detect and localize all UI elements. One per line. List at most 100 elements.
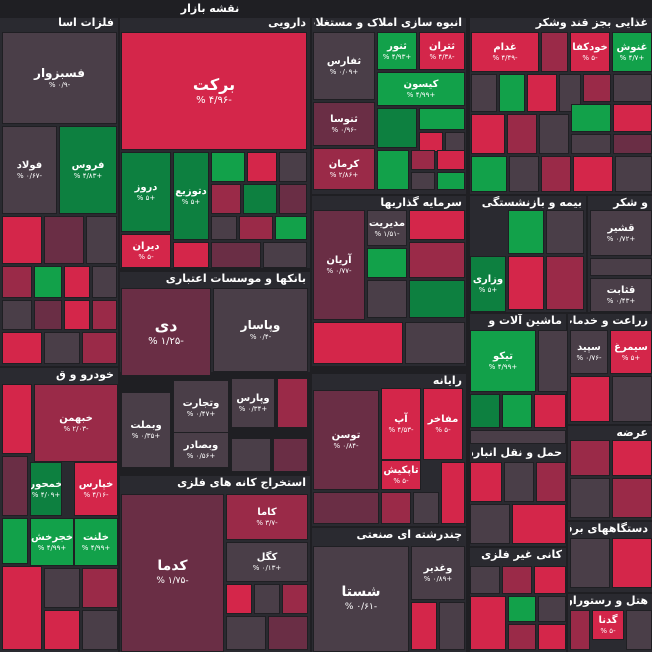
stock-tile-small[interactable] <box>377 108 417 148</box>
stock-tile[interactable]: وپارس +۰/۳۴ % <box>231 378 275 428</box>
stock-tile-small[interactable] <box>411 602 437 650</box>
stock-tile-small[interactable] <box>247 152 277 182</box>
stock-tile-small[interactable] <box>437 150 465 170</box>
stock-tile-small[interactable] <box>82 568 118 608</box>
stock-tile-small[interactable] <box>470 504 510 544</box>
stock-tile[interactable]: وپاسار -۰/۴ % <box>213 288 308 372</box>
stock-tile-small[interactable] <box>275 216 307 240</box>
stock-tile-small[interactable] <box>499 74 525 112</box>
stock-tile-small[interactable] <box>508 624 536 650</box>
stock-tile-small[interactable] <box>44 332 80 364</box>
stock-tile-small[interactable] <box>508 256 544 310</box>
stock-tile-small[interactable] <box>2 266 32 298</box>
stock-tile-small[interactable] <box>409 242 465 278</box>
stock-tile-small[interactable] <box>470 596 506 650</box>
stock-tile-small[interactable] <box>471 74 497 112</box>
stock-tile-small[interactable] <box>92 300 117 330</box>
stock-tile-small[interactable] <box>527 74 557 112</box>
stock-tile-small[interactable] <box>439 602 465 650</box>
stock-tile[interactable]: خمحور +۴/۰۹ % <box>30 462 62 516</box>
stock-tile-small[interactable] <box>2 566 42 650</box>
stock-tile-small[interactable] <box>612 440 652 476</box>
stock-tile[interactable]: دروز +۵ % <box>121 152 171 232</box>
stock-tile-small[interactable] <box>612 538 652 588</box>
stock-tile[interactable]: فسبزوار -۰/۹ % <box>2 32 117 124</box>
stock-tile-small[interactable] <box>377 150 409 190</box>
stock-tile-small[interactable] <box>279 152 307 182</box>
stock-tile-small[interactable] <box>583 74 611 102</box>
stock-tile-small[interactable] <box>612 478 652 518</box>
stock-tile-small[interactable] <box>211 242 261 268</box>
stock-tile[interactable]: خبهمن -۲/۰۳ % <box>34 384 118 462</box>
stock-tile-small[interactable] <box>534 566 566 594</box>
stock-tile-small[interactable] <box>534 394 566 428</box>
stock-tile-small[interactable] <box>541 32 568 72</box>
stock-tile-small[interactable] <box>411 150 435 170</box>
stock-tile[interactable]: خجرخش +۴/۹۹ % <box>30 518 74 566</box>
stock-tile-small[interactable] <box>613 134 652 154</box>
stock-tile-small[interactable] <box>571 104 611 132</box>
stock-tile-small[interactable] <box>536 462 566 502</box>
stock-tile-small[interactable] <box>211 152 245 182</box>
stock-tile-small[interactable] <box>470 566 500 594</box>
stock-tile-small[interactable] <box>405 322 465 364</box>
stock-tile[interactable]: ثنوسا -۰/۹۶ % <box>313 102 375 146</box>
stock-tile-small[interactable] <box>313 322 403 364</box>
stock-tile-small[interactable] <box>211 184 241 214</box>
stock-tile[interactable]: فروس +۴/۸۳ % <box>59 126 117 214</box>
stock-tile[interactable]: ثتران -۴/۳۸ % <box>419 32 465 70</box>
stock-tile[interactable]: آریان -۰/۷۷ % <box>313 210 365 320</box>
stock-tile-small[interactable] <box>470 462 502 502</box>
stock-tile-small[interactable] <box>64 300 90 330</box>
stock-tile-small[interactable] <box>573 156 613 192</box>
stock-tile-small[interactable] <box>612 376 652 422</box>
stock-tile-small[interactable] <box>254 584 280 614</box>
stock-tile[interactable]: شستا -۰/۶۱ % <box>313 546 409 652</box>
stock-tile-small[interactable] <box>2 384 32 454</box>
stock-tile[interactable]: وبصادر +۰/۵۶ % <box>173 432 229 468</box>
stock-tile-small[interactable] <box>381 492 411 524</box>
stock-tile[interactable]: خودکفا -۵ % <box>570 32 610 72</box>
stock-tile-small[interactable] <box>559 74 581 112</box>
stock-tile[interactable]: آپ -۴/۵۳ % <box>381 388 421 460</box>
stock-tile-small[interactable] <box>570 376 610 422</box>
stock-tile-small[interactable] <box>508 596 536 622</box>
stock-tile-small[interactable] <box>470 394 500 428</box>
stock-tile-small[interactable] <box>44 610 80 650</box>
stock-tile[interactable]: ثفارس +۰/۰۹ % <box>313 32 375 100</box>
stock-tile-small[interactable] <box>445 132 465 152</box>
stock-tile-small[interactable] <box>86 216 117 264</box>
stock-tile[interactable]: سیمرغ +۵ % <box>610 330 652 374</box>
stock-tile-small[interactable] <box>92 266 117 298</box>
stock-tile-small[interactable] <box>471 156 507 192</box>
stock-tile[interactable]: دی -۱/۲۵ % <box>121 288 211 376</box>
stock-tile-small[interactable] <box>413 492 439 524</box>
stock-tile-small[interactable] <box>626 610 652 650</box>
stock-tile-small[interactable] <box>570 478 610 518</box>
stock-tile[interactable]: دتوزیع +۵ % <box>173 152 209 240</box>
stock-tile[interactable]: توسن -۰/۸۴ % <box>313 390 379 490</box>
stock-tile-small[interactable] <box>173 242 209 268</box>
stock-tile-small[interactable] <box>441 462 465 524</box>
stock-tile[interactable]: دیران -۵ % <box>121 234 171 268</box>
stock-tile-small[interactable] <box>570 610 590 650</box>
stock-tile-small[interactable] <box>538 330 568 392</box>
stock-tile-small[interactable] <box>82 610 118 650</box>
stock-tile[interactable]: مدیریت -۱/۵۱ % <box>367 210 407 246</box>
stock-tile-small[interactable] <box>367 248 407 278</box>
stock-tile-small[interactable] <box>231 438 271 472</box>
stock-tile-small[interactable] <box>44 568 80 608</box>
stock-tile-small[interactable] <box>313 492 379 524</box>
stock-tile[interactable]: سپید -۰/۷۶ % <box>570 330 608 374</box>
stock-tile-small[interactable] <box>367 280 407 318</box>
stock-tile-small[interactable] <box>64 266 90 298</box>
stock-tile-small[interactable] <box>2 456 28 516</box>
stock-tile-small[interactable] <box>44 216 84 264</box>
stock-tile-small[interactable] <box>613 74 652 102</box>
stock-tile-small[interactable] <box>570 538 610 588</box>
stock-tile[interactable]: کیسون +۴/۹۹ % <box>377 72 465 106</box>
stock-tile[interactable]: فولاد -۰/۶۷ % <box>2 126 57 214</box>
stock-tile[interactable]: وغدیر +۰/۸۹ % <box>411 546 465 600</box>
stock-tile-small[interactable] <box>470 430 566 444</box>
stock-tile[interactable]: برکت -۴/۹۶ % <box>121 32 307 150</box>
